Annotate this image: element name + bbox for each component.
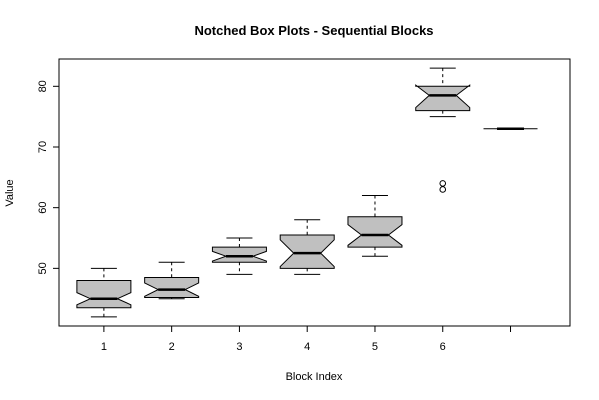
x-tick-label-0: 1 [101, 341, 107, 353]
y-axis: 50 60 70 80 [37, 80, 59, 274]
y-tick-label-3: 80 [37, 80, 49, 92]
x-tick-label-2: 3 [236, 341, 242, 353]
x-axis-label: Block Index [286, 371, 343, 383]
box-2 [211, 246, 267, 263]
boxes-group [76, 67, 538, 318]
x-axis: 1 2 3 4 5 6 [101, 326, 512, 353]
y-tick-label-1: 60 [37, 202, 49, 214]
x-tick-label-5: 6 [440, 341, 446, 353]
outlier-5-0 [439, 180, 447, 187]
y-tick-label-0: 50 [37, 262, 49, 274]
box-1 [144, 276, 200, 298]
plot-frame [58, 58, 571, 327]
box-0 [76, 279, 132, 309]
x-tick-label-4: 5 [372, 341, 378, 353]
chart-title: Notched Box Plots - Sequential Blocks [194, 23, 433, 38]
outlier-5-1 [439, 186, 447, 193]
y-tick-label-2: 70 [37, 141, 49, 153]
box-5 [415, 84, 471, 112]
x-tick-label-3: 4 [304, 341, 310, 353]
y-axis-label: Value [4, 179, 16, 206]
box-4 [347, 216, 403, 248]
box-3 [279, 234, 335, 269]
x-tick-label-1: 2 [169, 341, 175, 353]
